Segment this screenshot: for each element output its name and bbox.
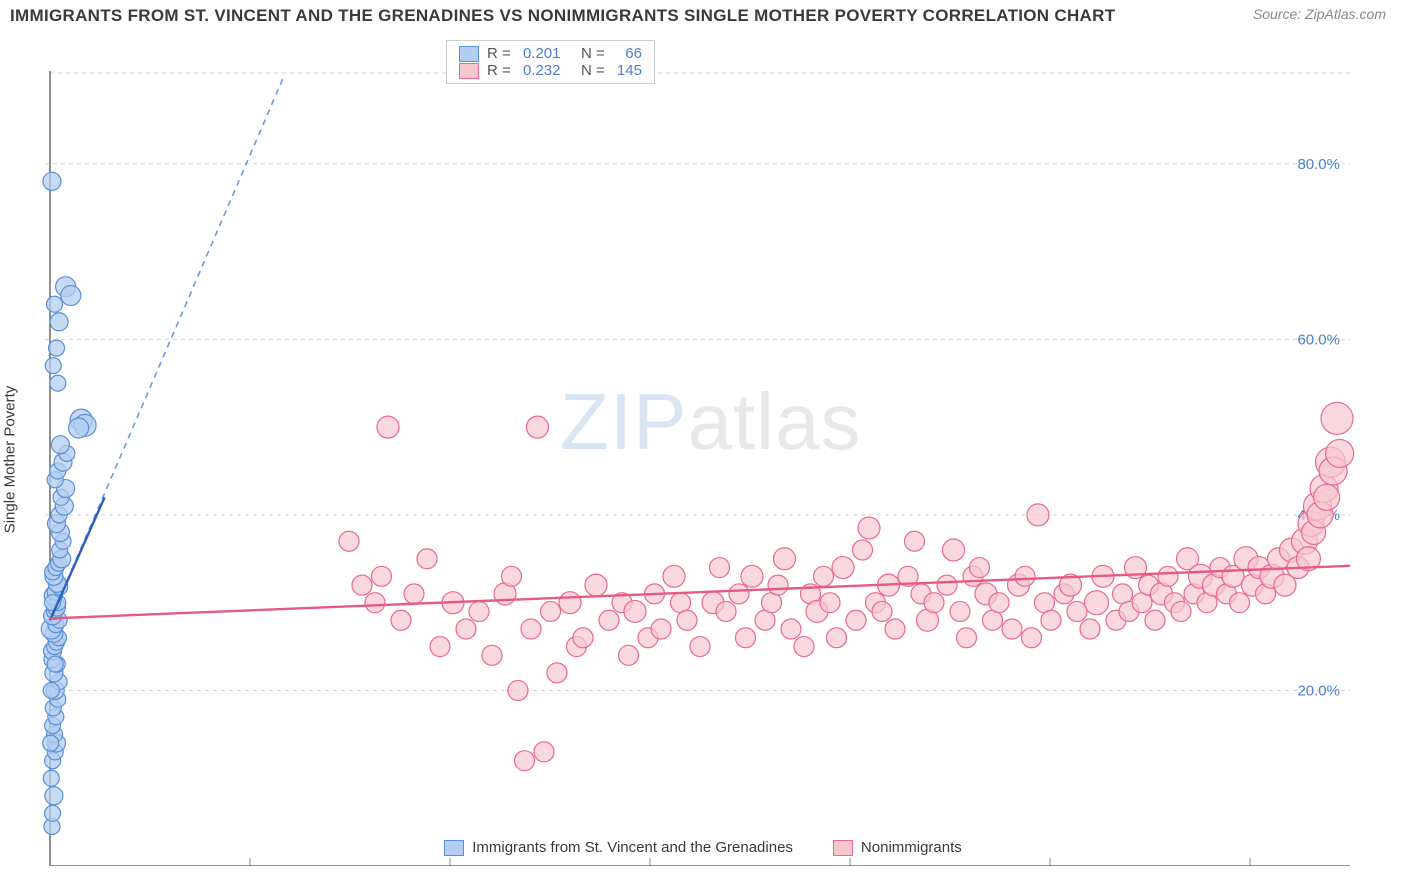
- y-axis-label: Single Mother Poverty: [2, 386, 19, 534]
- svg-text:80.0%: 80.0%: [1297, 156, 1340, 173]
- chart-title: IMMIGRANTS FROM ST. VINCENT AND THE GREN…: [10, 6, 1115, 26]
- source-label: Source: ZipAtlas.com: [1253, 6, 1386, 22]
- legend-row: R = 0.232 N = 145: [459, 62, 642, 79]
- legend-swatch: [833, 840, 853, 856]
- correlation-legend: R = 0.201 N = 66R = 0.232 N = 145: [446, 40, 655, 84]
- legend-swatch: [459, 46, 479, 62]
- legend-row: R = 0.201 N = 66: [459, 45, 642, 62]
- svg-text:60.0%: 60.0%: [1297, 331, 1340, 348]
- chart-area: Single Mother Poverty 20.0%40.0%60.0%80.…: [0, 36, 1406, 866]
- legend-item: Immigrants from St. Vincent and the Gren…: [444, 839, 793, 856]
- svg-text:20.0%: 20.0%: [1297, 682, 1340, 699]
- legend-item: Nonimmigrants: [833, 839, 962, 856]
- legend-swatch: [444, 840, 464, 856]
- scatter-chart: 20.0%40.0%60.0%80.0%0.0%100.0%: [0, 36, 1406, 866]
- legend-swatch: [459, 63, 479, 79]
- series-legend: Immigrants from St. Vincent and the Gren…: [0, 839, 1406, 856]
